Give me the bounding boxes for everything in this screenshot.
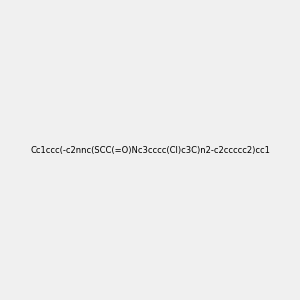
Text: Cc1ccc(-c2nnc(SCC(=O)Nc3cccc(Cl)c3C)n2-c2ccccc2)cc1: Cc1ccc(-c2nnc(SCC(=O)Nc3cccc(Cl)c3C)n2-c… (30, 146, 270, 154)
